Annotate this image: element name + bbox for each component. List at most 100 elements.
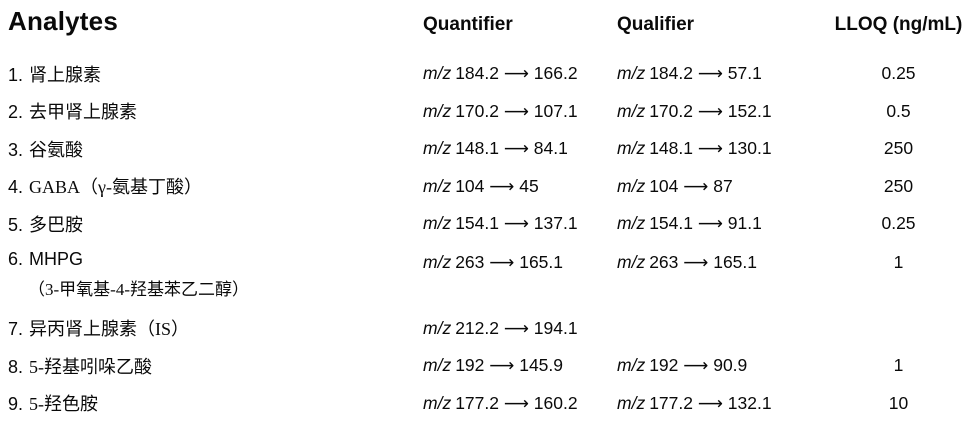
analyte-cell: 9. 5-羟色胺 [0,390,423,416]
analyte-name: 肾上腺素 [29,64,102,85]
analyte-cell: 7. 异丙肾上腺素（IS） [0,315,423,341]
analyte-name: 5-羟色胺 [29,394,99,415]
analyte-cell: 4. GABA（γ-氨基丁酸） [0,173,423,199]
analyte-cell: 3. 谷氨酸 [0,136,423,162]
mz-label: m/z [617,355,646,376]
analyte-name: MHPG [29,248,84,269]
lloq-cell: 10 [888,392,909,413]
transition-value: 154.1 ⟶ 137.1 [455,213,578,234]
qualifier-cell: m/z 170.2 ⟶ 152.1 [617,101,818,122]
mz-label: m/z [617,63,646,84]
row-number: 1. [8,64,24,85]
analyte-name: 谷氨酸 [29,139,84,160]
table-row-4: 4. GABA（γ-氨基丁酸） m/z 104 ⟶ 45 m/z 104 ⟶ 87 2… [0,168,979,206]
table-row-2: 2. 去甲肾上腺素 m/z 170.2 ⟶ 107.1 m/z 170.2 ⟶ 152… [0,93,979,131]
table-row-7: 7. 异丙肾上腺素（IS） m/z 212.2 ⟶ 194.1 [0,310,979,348]
mz-label: m/z [423,251,452,272]
qualifier-cell: m/z 177.2 ⟶ 132.1 [617,393,818,414]
row-number: 6. [8,248,24,269]
qualifier-cell: m/z 154.1 ⟶ 91.1 [617,213,818,234]
table-header-row: Analytes Quantifier Qualifier LLOQ (ng/m… [0,0,979,55]
transition-value: 104 ⟶ 87 [649,175,733,196]
lloq-cell: 1 [893,355,904,376]
mz-label: m/z [423,100,452,121]
lloq-cell: 0.25 [881,63,916,84]
quantifier-cell: m/z 192 ⟶ 145.9 [423,355,617,376]
mz-label: m/z [617,175,646,196]
quantifier-cell: m/z 212.2 ⟶ 194.1 [423,318,617,339]
qualifier-cell: m/z 104 ⟶ 87 [617,176,818,197]
transition-value: 184.2 ⟶ 166.2 [455,63,578,84]
analyte-cell: 8. 5-羟基吲哚乙酸 [0,353,423,379]
lloq-cell: 0.5 [886,100,911,121]
quantifier-cell: m/z 184.2 ⟶ 166.2 [423,63,617,84]
analyte-name-subline: （3-甲氧基-4-羟基苯乙二醇） [28,279,249,299]
table-row-6: 6. MHPG （3-甲氧基-4-羟基苯乙二醇） m/z 263 ⟶ 165.1 m… [0,243,979,310]
lloq-cell: 250 [883,175,914,196]
quantifier-cell: m/z 148.1 ⟶ 84.1 [423,138,617,159]
quantifier-cell: m/z 170.2 ⟶ 107.1 [423,101,617,122]
analyte-name: 5-羟基吲哚乙酸 [29,356,153,377]
analyte-cell: 2. 去甲肾上腺素 [0,98,423,124]
mz-label: m/z [423,213,452,234]
transition-value: 192 ⟶ 90.9 [649,355,748,376]
lloq-cell: 0.25 [881,213,916,234]
transition-value: 184.2 ⟶ 57.1 [649,63,762,84]
analyte-cell: 1. 肾上腺素 [0,61,423,87]
lloq-cell: 1 [893,251,904,272]
transition-value: 148.1 ⟶ 84.1 [455,138,568,159]
row-number: 5. [8,214,24,235]
transition-value: 170.2 ⟶ 107.1 [455,100,578,121]
row-number: 4. [8,177,24,198]
table-row-3: 3. 谷氨酸 m/z 148.1 ⟶ 84.1 m/z 148.1 ⟶ 130.1 2… [0,130,979,168]
qualifier-cell [617,318,818,339]
mz-label: m/z [423,175,452,196]
mz-label: m/z [617,213,646,234]
mz-label: m/z [617,392,646,413]
column-header-analytes: Analytes [8,6,118,36]
analyte-name: GABA（γ-氨基丁酸） [29,177,202,198]
quantifier-cell: m/z 263 ⟶ 165.1 [423,249,617,273]
row-number: 9. [8,394,24,415]
row-number: 2. [8,102,24,123]
mz-label: m/z [423,138,452,159]
quantifier-cell: m/z 104 ⟶ 45 [423,176,617,197]
qualifier-cell: m/z 184.2 ⟶ 57.1 [617,63,818,84]
mz-label: m/z [423,355,452,376]
analyte-name: 多巴胺 [29,214,84,235]
transition-value: 177.2 ⟶ 160.2 [455,392,578,413]
transition-value: 192 ⟶ 145.9 [455,355,564,376]
transition-value: 154.1 ⟶ 91.1 [649,213,762,234]
analyte-cell: 6. MHPG （3-甲氧基-4-羟基苯乙二醇） [0,249,423,300]
table-row-1: 1. 肾上腺素 m/z 184.2 ⟶ 166.2 m/z 184.2 ⟶ 57.1 … [0,55,979,93]
transition-value: 212.2 ⟶ 194.1 [455,317,578,338]
transition-value: 170.2 ⟶ 152.1 [649,100,772,121]
analyte-name: 去甲肾上腺素 [29,102,138,123]
transition-value: 104 ⟶ 45 [455,175,539,196]
column-header-lloq: LLOQ (ng/mL) [834,14,963,35]
row-number: 8. [8,356,24,377]
table-row-9: 9. 5-羟色胺 m/z 177.2 ⟶ 160.2 m/z 177.2 ⟶ 132.… [0,385,979,423]
transition-value: 177.2 ⟶ 132.1 [649,392,772,413]
mz-label: m/z [423,392,452,413]
transition-value: 148.1 ⟶ 130.1 [649,138,772,159]
mz-label: m/z [617,251,646,272]
mz-label: m/z [617,138,646,159]
column-header-qualifier: Qualifier [617,14,695,35]
qualifier-cell: m/z 263 ⟶ 165.1 [617,249,818,273]
quantifier-cell: m/z 154.1 ⟶ 137.1 [423,213,617,234]
table-row-8: 8. 5-羟基吲哚乙酸 m/z 192 ⟶ 145.9 m/z 192 ⟶ 90.9 … [0,347,979,385]
row-number: 7. [8,319,24,340]
analyte-name: 异丙肾上腺素（IS） [29,319,190,340]
table-row-5: 5. 多巴胺 m/z 154.1 ⟶ 137.1 m/z 154.1 ⟶ 91.1 0… [0,205,979,243]
analyte-cell: 5. 多巴胺 [0,211,423,237]
lloq-cell: 250 [883,138,914,159]
qualifier-cell: m/z 192 ⟶ 90.9 [617,355,818,376]
column-header-quantifier: Quantifier [423,14,513,35]
mz-label: m/z [423,63,452,84]
qualifier-cell: m/z 148.1 ⟶ 130.1 [617,138,818,159]
mz-label: m/z [423,317,452,338]
mz-label: m/z [617,100,646,121]
transition-value: 263 ⟶ 165.1 [455,251,564,272]
